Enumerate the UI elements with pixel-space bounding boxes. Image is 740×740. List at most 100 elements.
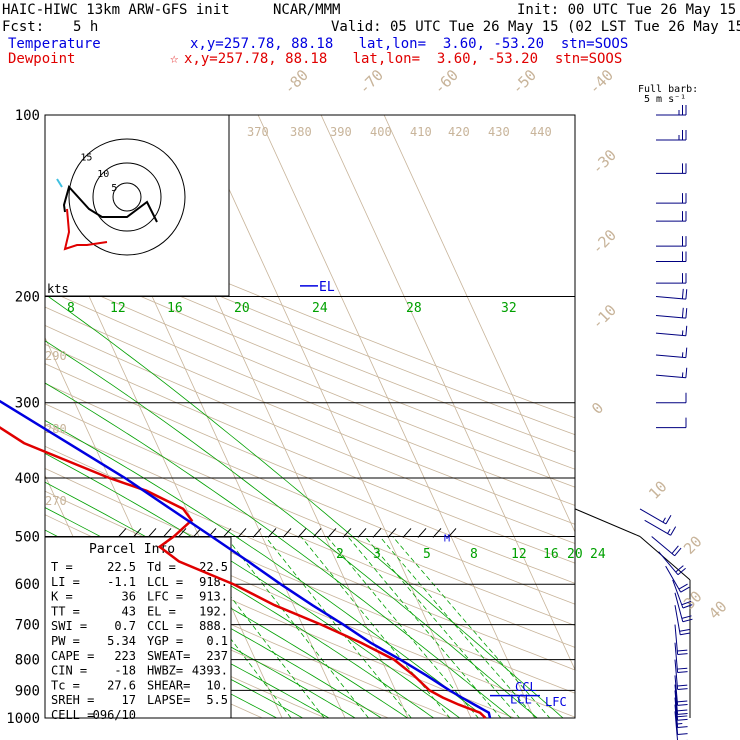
parcel-key: LCL = [147,575,183,589]
wind-barb-flag [670,526,677,536]
isotherm-label: 20 [680,532,706,558]
parcel-value: 192. [199,604,228,618]
hodograph-red-trace [63,208,108,251]
wind-barb-flag [677,700,688,703]
mixing-ratio-label: 20 [234,301,250,316]
parcel-box-frame [44,536,232,719]
dry-adiabat [45,288,575,506]
hatch-mark [357,528,367,538]
barb-legend-line2: 5 m s⁻¹ [644,94,687,105]
parcel-value: 237 [206,649,228,663]
hatch-mark [222,528,232,538]
boundary-line [639,536,691,581]
pressure-label: 600 [15,577,40,593]
isotherm-label: -20 [588,226,620,258]
hatch-mark [132,528,142,538]
lcl-label: LCL [510,693,532,707]
parcel-value: 22.5 [199,560,228,574]
hatch-mark [402,528,412,538]
pressure-label: 100 [15,108,40,124]
dry-adiabat [45,204,575,419]
wind-barb-staff [658,551,679,576]
wind-barb-flag [678,583,688,590]
wind-barb-staff [651,536,675,557]
theta-label: 400 [370,125,392,139]
parcel-key: CCL = [147,619,183,633]
wind-barb-staff [674,642,679,673]
theta-label: 380 [290,125,312,139]
mixing-ratio-label: 32 [501,301,517,316]
temperature-info: x,y=257.78, 88.18 lat,lon= 3.60, -53.20 … [190,36,629,52]
parcel-title: Parcel Info [89,542,175,557]
dry-adiabat [45,306,575,525]
wind-barb-flag [677,684,688,687]
hatch-mark [282,528,292,538]
dry-adiabat [45,445,575,671]
boundary-line [574,508,641,537]
parcel-key: LI = [51,575,80,589]
hatch-mark [447,528,457,538]
hatch-mark [192,528,202,538]
dry-adiabat [45,325,575,544]
dry-adiabat [45,363,575,584]
parcel-key: K = [51,590,73,604]
dry-adiabat [45,343,575,564]
mixing-ratio-label: 24 [590,547,606,562]
wind-barb-flag [685,289,688,300]
parcel-value: 223 [114,649,136,663]
wind-barb-flag [677,653,688,655]
pressure-label: 900 [15,683,40,699]
parcel-value: -18 [114,664,136,678]
dry-adiabat [45,589,327,718]
wind-barb-flag [680,586,690,593]
header-fcst-value: 5 h [73,19,99,35]
wind-barb-staff [655,354,686,359]
wind-barb-flag [685,325,688,336]
isotherm-line [257,115,535,718]
parcel-value: -1.1 [107,575,136,589]
parcel-key: Td = [147,560,176,574]
header-valid: Valid: 05 UTC Tue 26 May 15 (02 LST Tue … [331,19,740,35]
isotherm-label: -60 [430,66,462,98]
isotherm-label: 10 [645,477,671,503]
theta-label: 390 [330,125,352,139]
wind-barb-flag [677,703,688,706]
parcel-key: CELL = [51,708,94,722]
parcel-key: SREH = [51,693,94,707]
isotherm-line [320,115,575,671]
wind-barb-half [667,528,671,534]
isotherm-line [383,115,575,534]
mixing-ratio-line [347,536,502,718]
parcel-key: SHEAR= [147,678,190,692]
ccl-label: CCL [515,680,537,694]
wind-barb-staff [674,592,684,622]
isotherm-label: -10 [588,301,620,333]
parcel-key: YGP = [147,634,183,648]
parcel-info-box: Parcel Info T = 22.5 Td = 22.5 LI = -1.1 LCL = 9… [44,536,232,722]
dry-adiabat [45,424,575,648]
dewpoint-profile [0,426,487,719]
mixing-ratio-label: 20 [567,547,583,562]
pressure-label: 800 [15,653,40,669]
hodograph-ring [112,182,142,212]
wind-barb-flag [671,545,679,554]
wind-barb-staff [674,675,679,706]
mixing-ratio-line [264,536,412,718]
pressure-label: 400 [15,471,40,487]
theta-label: 440 [530,125,552,139]
wind-barb-flag [677,718,688,721]
wind-barb-staff [674,711,679,740]
parcel-value: 913. [199,590,228,604]
wind-barb-flag [677,726,688,728]
header-fcst-label: Fcst: [2,19,45,35]
dry-adiabat [45,254,575,470]
isotherm-line [0,115,36,731]
wind-barb-flag [679,629,690,632]
barb-legend-line1: Full barb: [638,84,699,95]
wind-barb-flag [677,713,688,715]
hodograph-frame [44,114,230,297]
wind-barb-flag [677,709,688,712]
mixing-ratio-line [326,536,479,718]
pressure-label: 1000 [6,711,40,727]
